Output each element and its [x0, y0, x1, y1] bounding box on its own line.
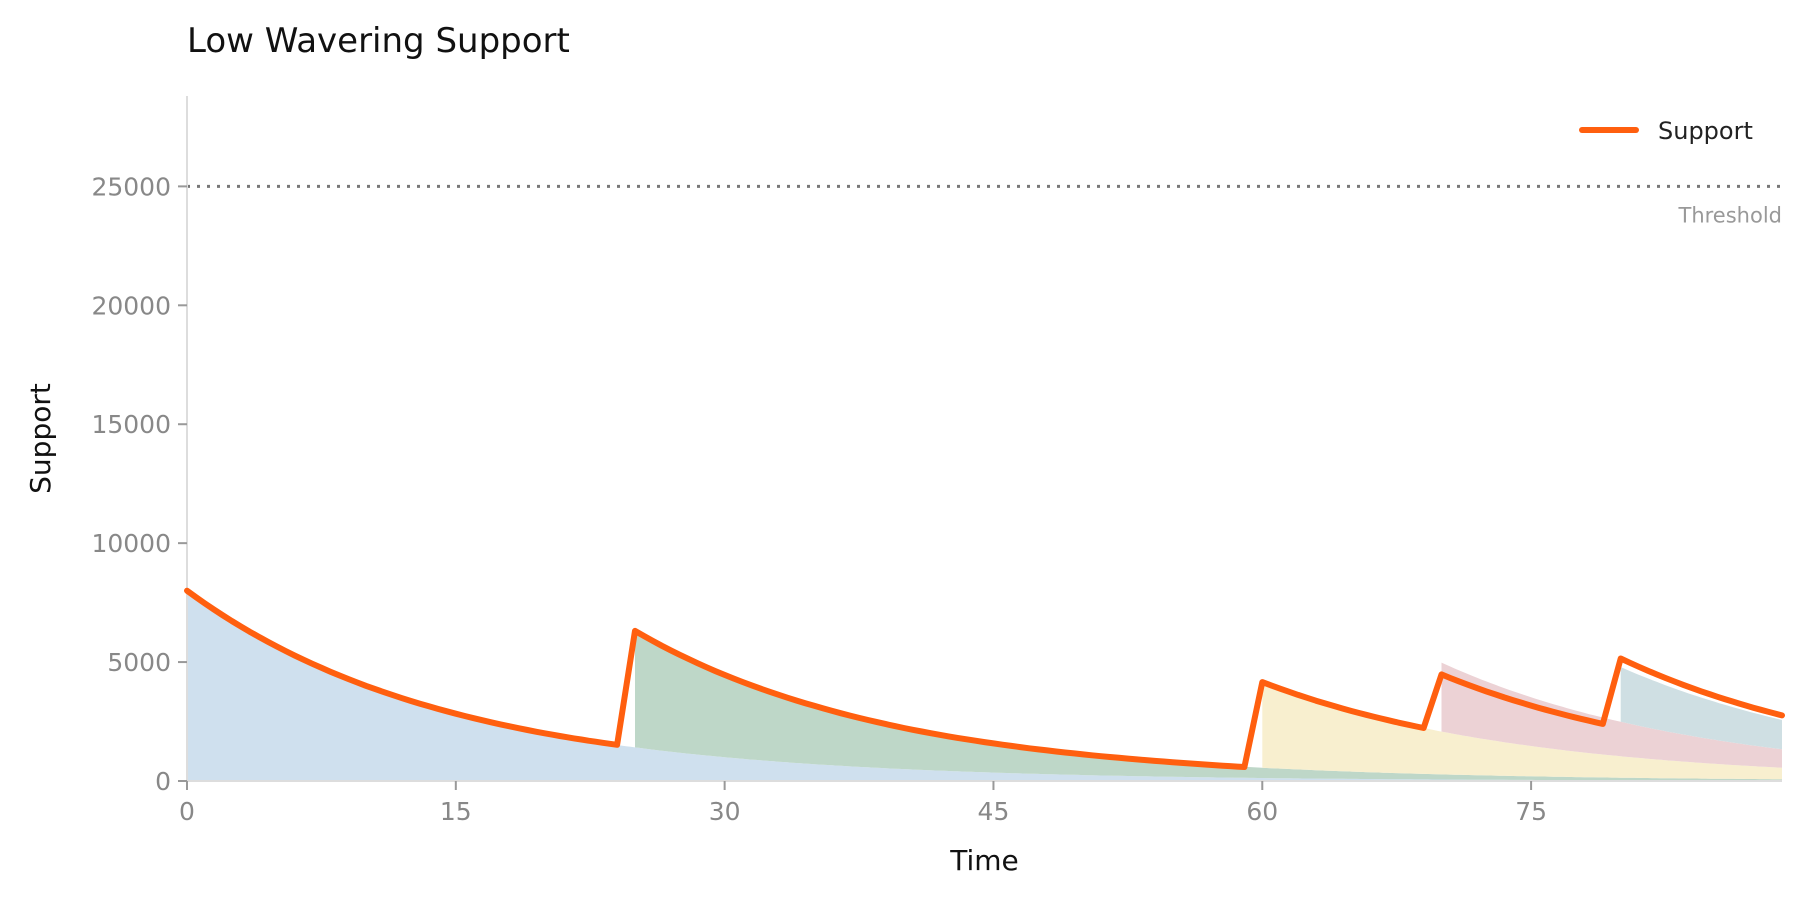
legend-label-support: Support	[1658, 117, 1753, 145]
x-tick-label: 60	[1246, 797, 1278, 826]
contribution-area-4	[1441, 662, 1782, 768]
x-tick-label: 0	[179, 797, 195, 826]
contribution-area-5	[1620, 667, 1782, 750]
y-tick-label: 5000	[107, 648, 171, 677]
contribution-area-2	[635, 630, 1782, 781]
contribution-area-1	[187, 590, 1782, 781]
threshold-label: Threshold	[1678, 203, 1783, 227]
x-tick-label: 30	[709, 797, 741, 826]
contribution-areas	[187, 590, 1782, 781]
y-tick-label: 20000	[91, 291, 171, 320]
y-tick-label: 15000	[91, 410, 171, 439]
y-tick-label: 25000	[91, 172, 171, 201]
x-axis-ticks: 0 15 30 45 60 75	[179, 781, 1547, 826]
y-axis-label: Support	[24, 383, 57, 494]
x-tick-label: 75	[1515, 797, 1547, 826]
legend: Support	[1579, 117, 1753, 145]
x-axis-label: Time	[949, 844, 1019, 877]
contribution-area-3	[1262, 682, 1782, 780]
x-tick-label: 15	[440, 797, 472, 826]
y-tick-label: 10000	[91, 529, 171, 558]
threshold: Threshold	[187, 184, 1783, 227]
y-axis-ticks: 0 5000 10000 15000 20000 25000	[91, 172, 187, 796]
chart-title: Low Wavering Support	[187, 21, 570, 61]
x-tick-label: 45	[978, 797, 1010, 826]
y-tick-label: 0	[155, 767, 171, 796]
series-line-support	[184, 587, 1785, 770]
